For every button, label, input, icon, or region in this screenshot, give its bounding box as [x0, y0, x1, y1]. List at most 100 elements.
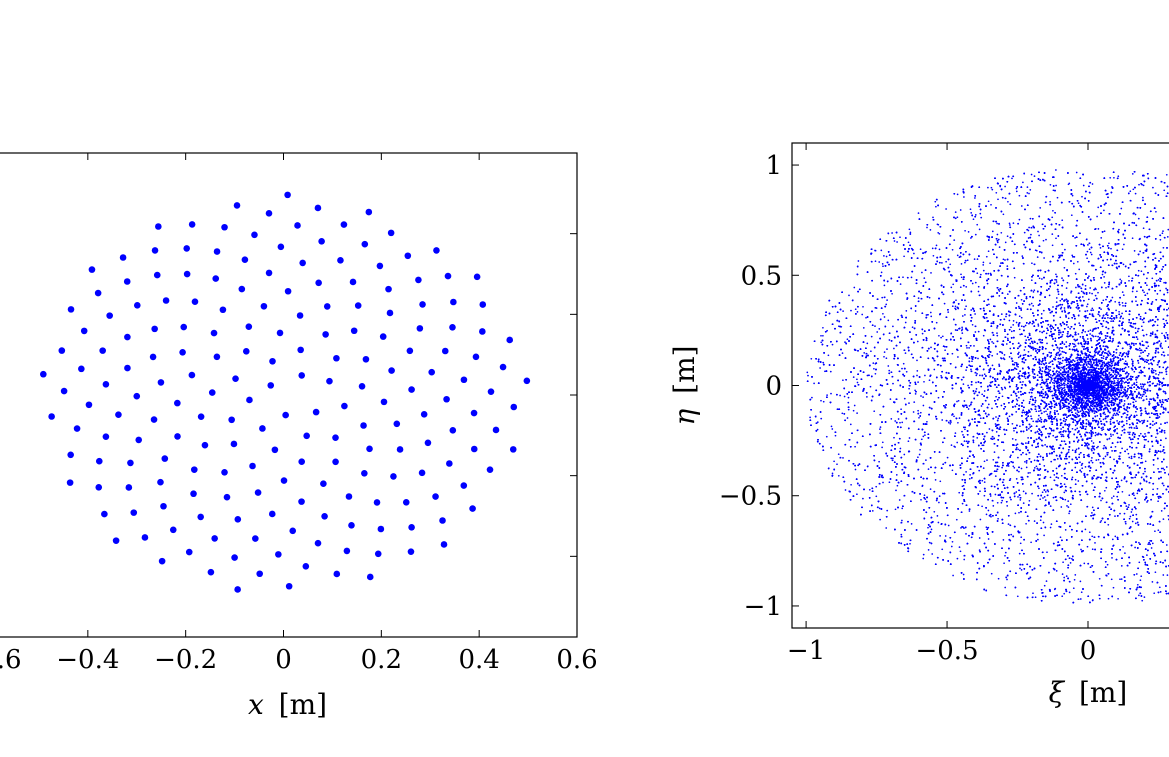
right-point [916, 374, 918, 377]
left-point [486, 466, 494, 473]
right-point [965, 369, 967, 371]
right-point [1120, 434, 1123, 436]
right-point [822, 400, 825, 403]
right-point [1063, 483, 1066, 486]
right-point [1126, 397, 1129, 400]
right-point [1093, 412, 1096, 414]
right-point [1065, 575, 1068, 577]
right-point [899, 421, 901, 424]
left-point [153, 271, 161, 279]
right-point [1105, 298, 1107, 301]
right-point [1099, 247, 1102, 249]
right-point [1014, 438, 1017, 441]
right-point [1042, 396, 1044, 399]
left-point [276, 329, 284, 337]
right-point [830, 392, 832, 395]
right-point [1078, 453, 1081, 456]
right-point [982, 261, 985, 264]
right-point [996, 327, 998, 329]
right-point [1062, 435, 1065, 438]
right-point [1038, 410, 1040, 413]
right-point [956, 254, 959, 257]
left-point [449, 324, 456, 331]
right-point [1046, 342, 1048, 345]
left-point [379, 333, 387, 340]
right-point [1000, 313, 1003, 315]
left-point [345, 493, 353, 500]
right-point [962, 484, 965, 487]
right-point [1116, 495, 1119, 498]
right-point [878, 261, 881, 263]
right-point [1075, 286, 1077, 289]
left-point [179, 349, 186, 356]
right-point [1111, 538, 1114, 541]
left-point [242, 348, 250, 355]
right-point [1006, 293, 1009, 295]
right-point [822, 334, 824, 337]
right-point [1051, 381, 1054, 384]
right-point [1029, 426, 1032, 428]
right-point [1048, 351, 1051, 354]
right-point [1025, 462, 1028, 464]
right-point [1138, 594, 1140, 597]
right-point [1091, 506, 1094, 509]
right-point [992, 505, 995, 507]
right-point [934, 479, 937, 481]
right-point [905, 310, 908, 312]
right-point [1154, 370, 1157, 372]
right-point [1071, 449, 1074, 452]
right-point [1004, 328, 1006, 331]
right-point [1089, 287, 1092, 289]
right-point [941, 492, 944, 495]
right-point [966, 259, 969, 262]
right-point [1023, 349, 1026, 351]
right-point [1146, 388, 1149, 390]
right-point [909, 542, 911, 545]
right-point [883, 351, 886, 353]
right-point [893, 436, 895, 439]
left-point [151, 325, 158, 333]
right-point [1081, 424, 1084, 426]
right-point [1138, 561, 1141, 564]
right-point [987, 538, 990, 540]
right-point [1030, 233, 1032, 236]
right-point [1060, 362, 1063, 365]
right-point [1083, 562, 1086, 565]
right-point [932, 254, 935, 257]
right-point [1043, 584, 1046, 587]
right-point [1142, 478, 1145, 481]
right-point [1049, 183, 1052, 186]
right-point [895, 489, 897, 492]
right-point [961, 332, 964, 334]
right-point [1030, 541, 1032, 544]
left-point [337, 257, 344, 264]
left-point [332, 458, 339, 466]
right-point [892, 382, 894, 385]
right-point [1092, 442, 1095, 444]
left-point [450, 298, 457, 306]
left-point [341, 402, 348, 410]
right-point [1147, 543, 1150, 546]
right-point [983, 481, 986, 483]
right-point [982, 467, 985, 469]
right-point [1104, 455, 1107, 458]
right-point [1136, 338, 1139, 340]
right-point [1013, 376, 1016, 378]
right-point [941, 357, 944, 360]
right-point [1018, 194, 1021, 197]
right-point [1081, 296, 1084, 298]
right-point [1062, 414, 1065, 417]
right-point [1157, 279, 1160, 281]
right-point [1163, 431, 1166, 434]
right-point [856, 493, 858, 496]
right-point [831, 428, 834, 430]
right-point [1160, 470, 1162, 473]
left-point [112, 537, 120, 544]
right-point [1152, 464, 1155, 466]
right-point [1097, 420, 1100, 423]
left-point [296, 312, 304, 319]
right-point [971, 360, 973, 363]
right-point [1120, 479, 1123, 482]
right-point [991, 407, 993, 410]
right-point [1160, 467, 1163, 470]
